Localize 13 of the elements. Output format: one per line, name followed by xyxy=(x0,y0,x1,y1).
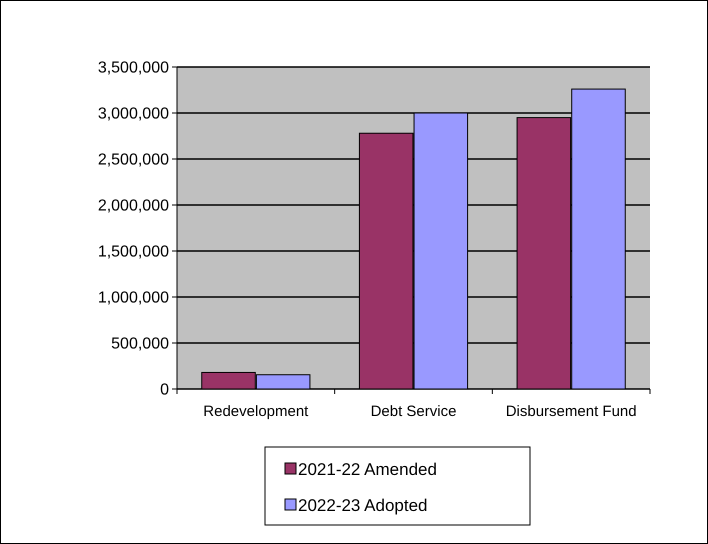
x-tick-label: Debt Service xyxy=(370,403,456,420)
y-tick-label: 500,000 xyxy=(111,336,170,353)
legend-label: 2021-22 Amended xyxy=(298,460,437,479)
x-tick-label: Disbursement Fund xyxy=(506,403,637,420)
y-tick-label: 2,000,000 xyxy=(98,198,170,215)
y-tick-label: 0 xyxy=(160,382,170,399)
y-tick-label: 1,500,000 xyxy=(98,244,170,261)
x-tick-label: Redevelopment xyxy=(203,403,310,420)
y-tick-label: 3,000,000 xyxy=(98,106,170,123)
legend-label: 2022-23 Adopted xyxy=(298,496,428,515)
y-tick-label: 2,500,000 xyxy=(98,152,170,169)
y-tick-label: 1,000,000 xyxy=(98,290,170,307)
y-tick-label: 3,500,000 xyxy=(98,60,170,77)
